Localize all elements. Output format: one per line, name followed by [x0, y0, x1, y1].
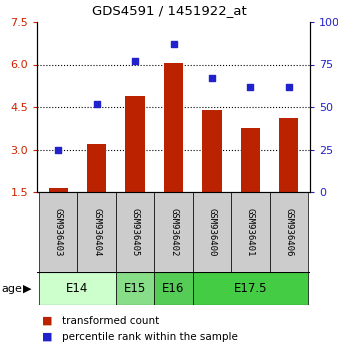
Text: E14: E14	[66, 282, 89, 295]
Bar	[39, 192, 77, 272]
Text: ■: ■	[42, 332, 52, 342]
Text: transformed count: transformed count	[62, 316, 160, 326]
Bar	[77, 192, 116, 272]
Text: GDS4591 / 1451922_at: GDS4591 / 1451922_at	[92, 4, 246, 17]
Bar	[154, 272, 193, 305]
Bar	[116, 192, 154, 272]
Text: GSM936402: GSM936402	[169, 208, 178, 256]
Bar	[193, 272, 308, 305]
Text: ▶: ▶	[23, 284, 31, 293]
Bar	[154, 192, 193, 272]
Text: GSM936406: GSM936406	[284, 208, 293, 256]
Point	[209, 75, 215, 81]
Bar	[270, 192, 308, 272]
Point	[94, 101, 99, 107]
Text: E15: E15	[124, 282, 146, 295]
Bar	[193, 192, 231, 272]
Point	[171, 41, 176, 47]
Bar	[39, 272, 116, 305]
Bar	[241, 128, 260, 192]
Bar	[125, 96, 145, 192]
Bar	[49, 188, 68, 192]
Bar	[231, 192, 270, 272]
Bar	[87, 144, 106, 192]
Point	[132, 58, 138, 64]
Point	[55, 147, 61, 152]
Text: E17.5: E17.5	[234, 282, 267, 295]
Text: E16: E16	[162, 282, 185, 295]
Bar	[202, 110, 222, 192]
Text: GSM936405: GSM936405	[130, 208, 140, 256]
Text: GSM936403: GSM936403	[54, 208, 63, 256]
Text: age: age	[2, 284, 23, 293]
Text: percentile rank within the sample: percentile rank within the sample	[62, 332, 238, 342]
Bar	[279, 118, 298, 192]
Point	[248, 84, 253, 90]
Bar	[164, 63, 183, 192]
Point	[286, 84, 292, 90]
Bar	[116, 272, 154, 305]
Text: ■: ■	[42, 316, 52, 326]
Text: GSM936404: GSM936404	[92, 208, 101, 256]
Text: GSM936400: GSM936400	[208, 208, 216, 256]
Text: GSM936401: GSM936401	[246, 208, 255, 256]
